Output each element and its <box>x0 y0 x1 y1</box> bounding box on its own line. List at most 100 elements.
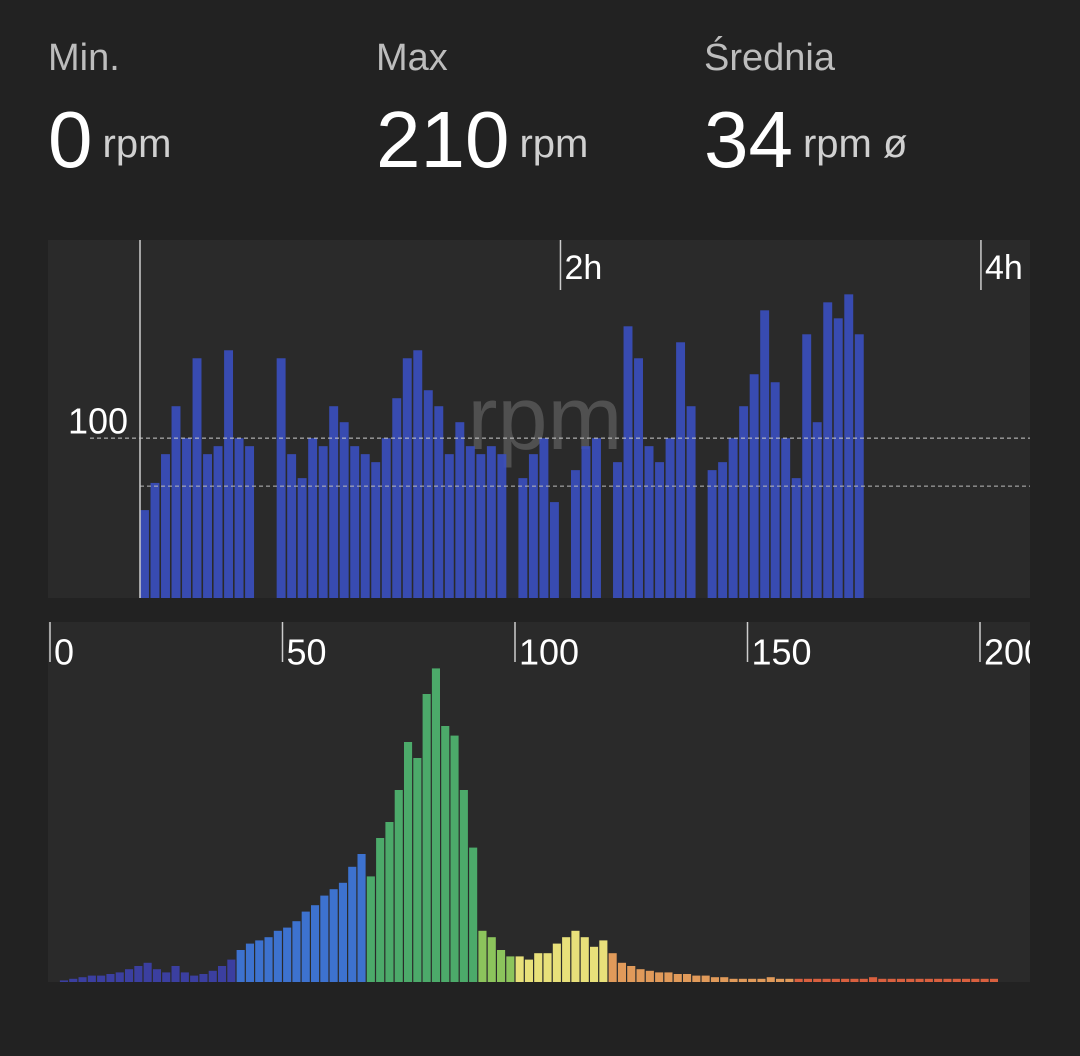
bar <box>791 478 801 598</box>
histogram-bar <box>469 847 478 982</box>
histogram-bar <box>627 966 636 982</box>
bar <box>455 422 465 598</box>
histogram-bar <box>441 726 450 982</box>
histogram-bar <box>683 974 692 982</box>
histogram-bar <box>943 978 952 982</box>
histogram-bar <box>329 889 338 982</box>
histogram-bar <box>952 978 961 982</box>
histogram-bar <box>357 854 366 982</box>
histogram-bar <box>934 978 943 982</box>
histogram-bar <box>301 911 310 982</box>
bar <box>434 406 444 598</box>
bar <box>350 446 360 598</box>
bar <box>854 334 864 598</box>
bar <box>802 334 812 598</box>
bar <box>613 462 622 598</box>
bar <box>381 438 391 598</box>
histogram-bar <box>766 977 775 982</box>
histogram-bar <box>506 956 515 982</box>
histogram-bar <box>794 978 803 982</box>
histogram-bar <box>366 876 375 982</box>
bar <box>718 462 728 598</box>
histogram-bar <box>562 937 571 982</box>
bar <box>823 302 833 598</box>
stat-unit: rpm ø <box>803 122 907 166</box>
histogram-bar <box>878 978 887 982</box>
histogram-bar <box>552 943 561 982</box>
bar <box>392 398 402 598</box>
histogram-bar <box>534 953 543 982</box>
histogram-bar <box>906 978 915 982</box>
bar <box>329 406 339 598</box>
bar <box>644 446 654 598</box>
histogram-bar <box>413 758 422 982</box>
bar <box>676 342 686 598</box>
bar <box>413 350 423 598</box>
bar <box>833 318 843 598</box>
histogram-bar <box>543 953 552 982</box>
histogram-bar <box>841 978 850 982</box>
histogram-bar <box>692 975 701 982</box>
histogram-bar <box>776 978 785 982</box>
histogram-bar <box>311 905 320 982</box>
stat-unit: rpm <box>519 122 588 166</box>
histogram-bar <box>376 838 385 982</box>
histogram-bar <box>710 977 719 982</box>
bar <box>770 382 780 598</box>
histogram-bar <box>701 975 710 982</box>
stat-label: Max <box>376 37 448 79</box>
histogram-bar <box>497 950 506 982</box>
stat-value-group: 210 rpm <box>376 95 588 184</box>
bar <box>224 350 234 598</box>
histogram-bar <box>989 978 998 982</box>
histogram-bar <box>580 937 589 982</box>
histogram-bar <box>87 975 96 982</box>
histogram-bar <box>571 930 580 982</box>
bar <box>686 406 696 598</box>
bar <box>539 438 549 598</box>
bar <box>140 510 149 598</box>
histogram-bar <box>813 978 822 982</box>
histogram-bar <box>487 937 496 982</box>
bar <box>518 478 528 598</box>
histogram-bar <box>394 790 403 982</box>
bar <box>592 438 601 598</box>
histogram-bar <box>896 978 905 982</box>
histogram-bar <box>608 953 617 982</box>
histogram-bar <box>980 978 989 982</box>
stat-value: 34 <box>704 95 793 184</box>
histogram-bar <box>245 943 254 982</box>
bar <box>549 502 559 598</box>
bar <box>297 478 307 598</box>
histogram-bar <box>171 966 180 982</box>
histogram-bar <box>748 978 757 982</box>
histogram-bar <box>450 735 459 982</box>
bar <box>465 446 475 598</box>
histogram-bar <box>636 969 645 982</box>
histogram-bar <box>106 974 115 982</box>
histogram-bar <box>645 970 654 982</box>
histogram-bar <box>162 972 171 982</box>
histogram-bar <box>227 959 236 982</box>
histogram-bar <box>859 978 868 982</box>
bar <box>707 470 717 598</box>
histogram-bar <box>431 668 440 982</box>
histogram-bar <box>887 978 896 982</box>
bar <box>203 454 213 598</box>
histogram-bar <box>292 921 301 982</box>
y-tick-label: 100 <box>68 401 128 442</box>
bar <box>234 438 244 598</box>
x-tick-label: 150 <box>752 632 812 673</box>
bar <box>213 446 223 598</box>
histogram-bar <box>218 966 227 982</box>
histogram-bar <box>673 974 682 982</box>
histogram-bar <box>208 970 217 982</box>
histogram-bar <box>850 978 859 982</box>
x-tick-label: 0 <box>54 632 74 673</box>
histogram-bar <box>134 966 143 982</box>
histogram-bar <box>971 978 980 982</box>
bar <box>844 294 854 598</box>
histogram-bar <box>199 974 208 982</box>
